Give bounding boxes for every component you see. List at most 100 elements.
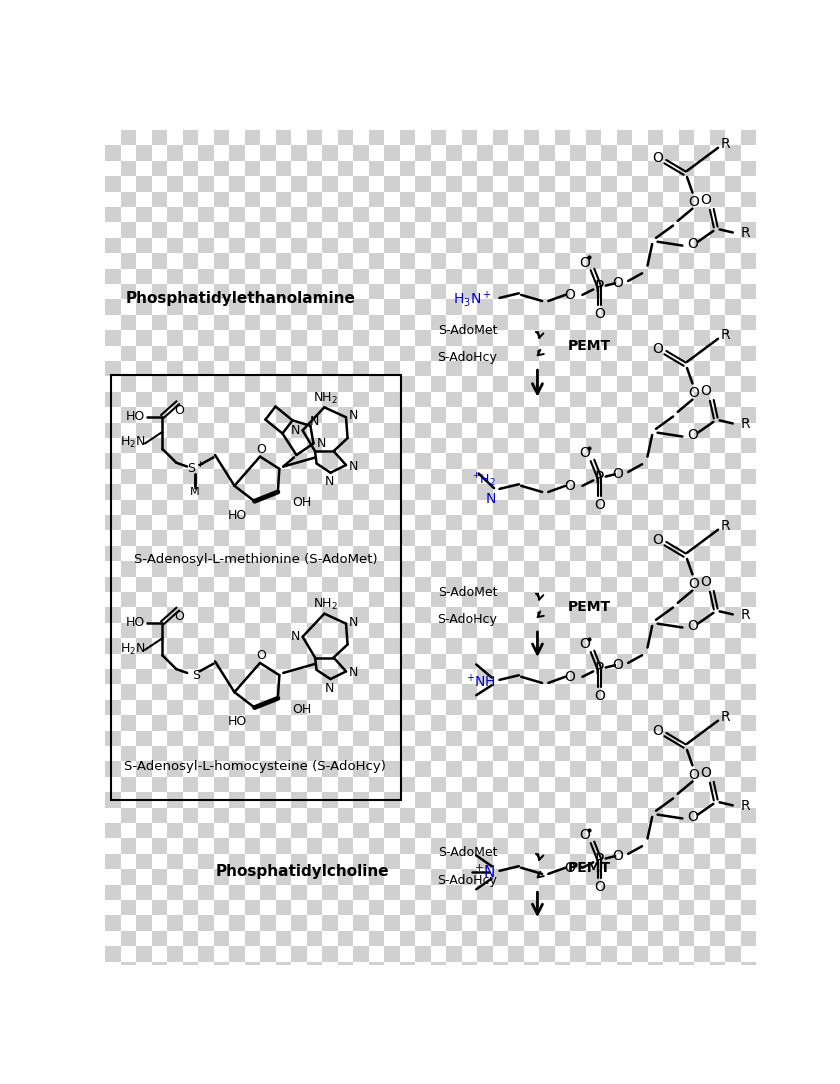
Bar <box>260 453 276 469</box>
Bar <box>710 808 725 823</box>
Bar <box>461 931 477 946</box>
Bar <box>198 592 213 607</box>
Bar <box>229 577 244 592</box>
Bar <box>369 684 384 700</box>
Bar <box>508 562 523 577</box>
Bar <box>679 792 694 808</box>
Bar <box>384 160 400 177</box>
Bar <box>492 546 508 562</box>
Bar <box>151 746 167 761</box>
Bar <box>461 269 477 284</box>
Bar <box>415 269 431 284</box>
Bar <box>151 823 167 839</box>
Bar <box>105 269 120 284</box>
Bar <box>492 130 508 145</box>
Bar <box>182 700 198 715</box>
Bar <box>508 592 523 607</box>
Bar <box>710 177 725 192</box>
Bar <box>585 515 601 530</box>
Bar <box>446 314 461 331</box>
Bar <box>648 392 663 408</box>
Bar <box>338 700 353 715</box>
Bar <box>694 423 710 438</box>
Bar <box>307 469 322 485</box>
Bar <box>461 130 477 145</box>
Bar <box>585 361 601 376</box>
Bar <box>291 299 307 314</box>
Bar <box>725 808 741 823</box>
Bar <box>539 577 554 592</box>
Bar <box>585 485 601 500</box>
Bar <box>663 453 679 469</box>
Bar <box>679 808 694 823</box>
Bar <box>415 408 431 423</box>
Bar <box>151 977 167 993</box>
Bar <box>539 485 554 500</box>
Bar <box>741 731 756 746</box>
Bar <box>136 160 151 177</box>
Bar <box>120 808 136 823</box>
Bar <box>741 453 756 469</box>
Bar <box>694 254 710 269</box>
Bar <box>353 684 369 700</box>
Bar <box>167 869 182 885</box>
Bar <box>244 269 260 284</box>
Bar <box>136 746 151 761</box>
Bar <box>741 299 756 314</box>
Bar <box>663 761 679 777</box>
Bar <box>617 237 632 254</box>
Bar <box>554 839 570 854</box>
Text: R: R <box>721 710 730 724</box>
Bar <box>353 500 369 515</box>
Bar <box>756 254 771 269</box>
Bar <box>523 207 539 222</box>
Bar <box>601 592 617 607</box>
Bar <box>710 346 725 361</box>
Bar <box>492 177 508 192</box>
Bar <box>508 284 523 299</box>
Bar <box>632 854 648 869</box>
Bar <box>198 546 213 562</box>
Bar <box>431 254 446 269</box>
Bar <box>400 546 415 562</box>
Bar <box>725 207 741 222</box>
Bar <box>446 808 461 823</box>
Bar <box>353 453 369 469</box>
Bar <box>151 607 167 623</box>
Bar <box>338 731 353 746</box>
Bar <box>725 254 741 269</box>
Bar <box>679 746 694 761</box>
Bar <box>632 792 648 808</box>
Bar <box>182 839 198 854</box>
Bar <box>461 746 477 761</box>
Bar <box>369 346 384 361</box>
Bar <box>679 916 694 931</box>
Bar <box>260 207 276 222</box>
Bar <box>400 361 415 376</box>
Bar <box>508 392 523 408</box>
Bar <box>771 423 787 438</box>
Bar <box>523 592 539 607</box>
Bar <box>648 177 663 192</box>
Bar <box>120 192 136 207</box>
Bar <box>446 592 461 607</box>
Bar <box>523 931 539 946</box>
Bar <box>353 346 369 361</box>
Bar <box>492 654 508 669</box>
Bar <box>213 777 229 792</box>
Bar <box>725 684 741 700</box>
Bar <box>461 638 477 654</box>
Bar <box>554 715 570 731</box>
Bar <box>198 654 213 669</box>
Bar <box>276 946 291 962</box>
Bar <box>415 715 431 731</box>
Bar <box>461 423 477 438</box>
Bar <box>229 453 244 469</box>
Bar <box>400 823 415 839</box>
Bar <box>725 761 741 777</box>
Bar <box>554 408 570 423</box>
Bar <box>353 638 369 654</box>
Bar <box>167 392 182 408</box>
Bar <box>244 145 260 160</box>
Bar <box>617 314 632 331</box>
